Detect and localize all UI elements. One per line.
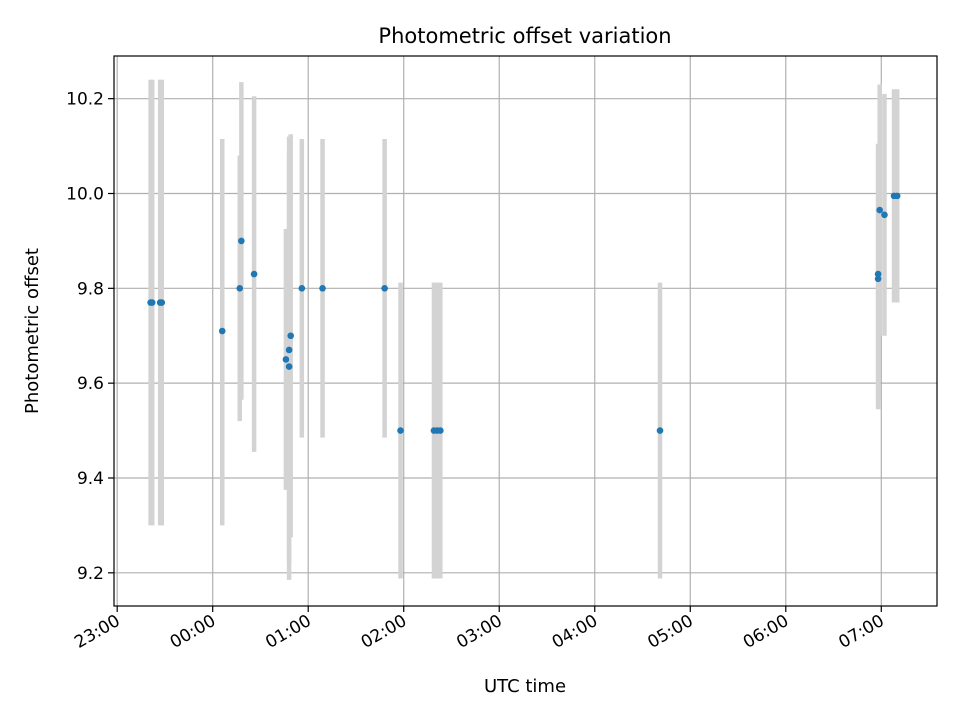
data-point <box>893 192 901 200</box>
data-point <box>236 285 244 292</box>
y-tick-label: 10.0 <box>66 185 104 205</box>
plot-area-frame <box>113 55 938 607</box>
y-tick-label: 9.6 <box>77 374 104 394</box>
data-points <box>147 192 901 434</box>
data-point <box>874 270 882 278</box>
data-point <box>876 206 883 214</box>
y-tick-label: 9.2 <box>77 564 104 584</box>
grid-lines <box>114 56 937 606</box>
data-point <box>287 332 294 340</box>
data-point <box>285 346 293 354</box>
data-point <box>397 427 404 434</box>
data-point <box>250 270 258 278</box>
data-point <box>218 327 226 335</box>
y-axis-title: Photometric offset <box>22 248 43 414</box>
y-axis-ticks: 9.2 9.4 9.6 9.8 10.0 10.2 <box>66 90 114 584</box>
data-point <box>656 427 664 434</box>
data-point <box>319 285 326 292</box>
data-point <box>282 356 290 363</box>
data-point <box>158 299 166 306</box>
y-tick-label: 10.2 <box>66 90 104 110</box>
data-point <box>285 363 293 370</box>
chart-title: Photometric offset variation <box>378 24 671 48</box>
y-tick-label: 9.4 <box>77 469 104 489</box>
data-point <box>298 285 306 292</box>
data-point <box>238 237 245 245</box>
data-point <box>874 275 882 283</box>
y-tick-label: 9.8 <box>77 279 104 299</box>
data-point <box>381 285 388 292</box>
data-point <box>148 299 156 306</box>
x-axis-title: UTC time <box>484 676 566 697</box>
data-point <box>437 427 444 434</box>
data-point <box>881 211 888 219</box>
